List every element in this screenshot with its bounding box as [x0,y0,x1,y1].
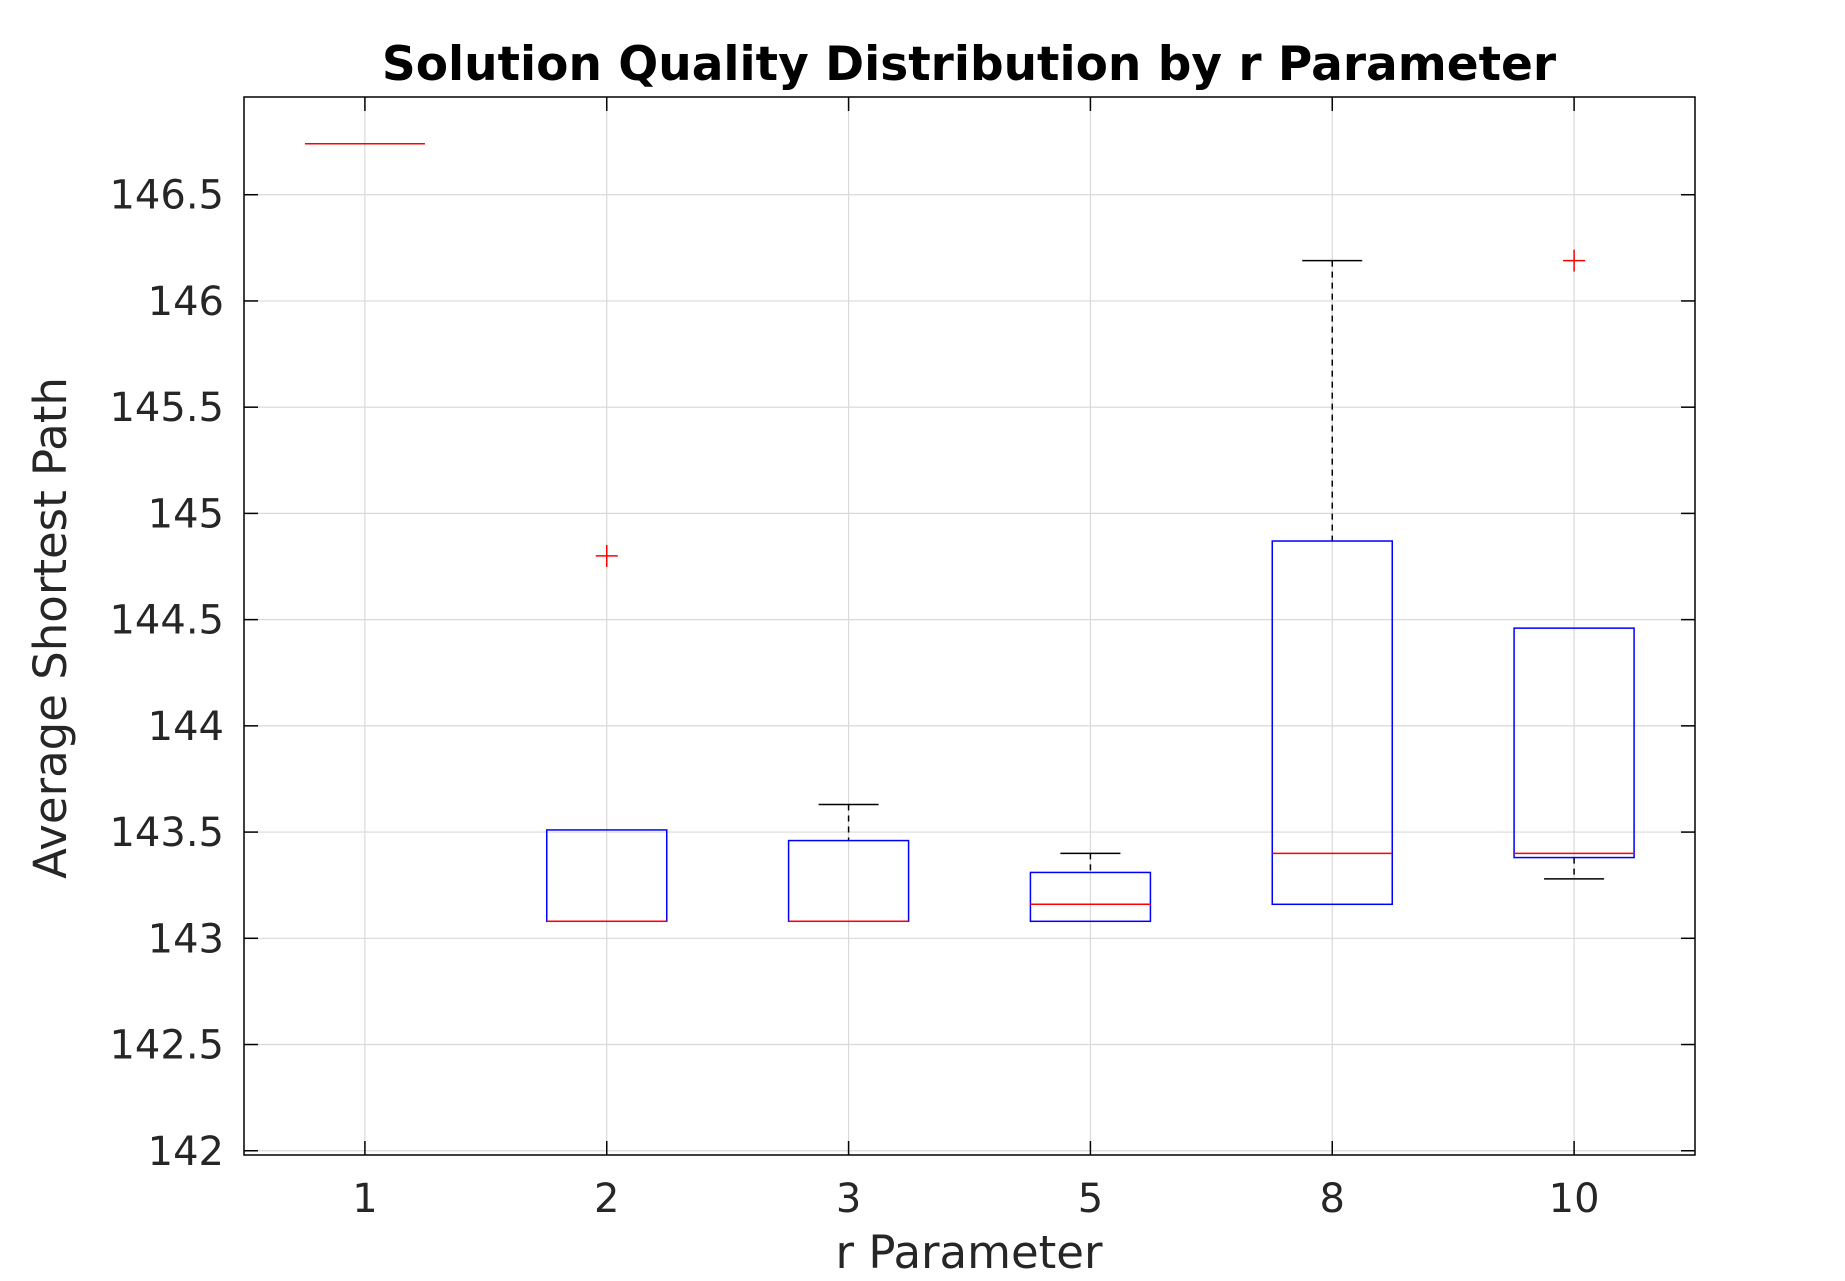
y-tick-label: 143 [148,916,224,962]
y-tick-label: 146 [148,279,224,325]
y-tick-label: 142 [148,1129,224,1175]
box-group-r-8 [1271,259,1393,906]
x-tick-label: 8 [1320,1176,1345,1222]
outlier-marker [1563,249,1586,272]
box-group-r-5 [1029,852,1152,923]
y-tick-layer: 142 142.5 143 143.5 144 144.5 145 145.5 146 146.5 [109,173,1695,1175]
plot-frame [243,96,1696,1156]
y-tick-label: 146.5 [109,173,224,219]
y-tick-label: 145 [148,491,224,537]
iqr-box [1513,627,1635,859]
x-tick-label: 2 [594,1176,619,1222]
y-tick-label: 144 [148,704,224,750]
y-tick-label: 143.5 [109,810,224,856]
box-group-r-2 [546,544,668,923]
x-tick-label: 1 [352,1176,377,1222]
x-axis-label: r Parameter [836,1226,1103,1279]
y-tick-label: 142.5 [109,1023,224,1069]
iqr-box [1029,871,1152,923]
outlier-marker [595,544,618,567]
y-tick-label: 145.5 [109,385,224,431]
x-tick-label: 10 [1549,1176,1600,1222]
x-tick-label: 3 [836,1176,861,1222]
box-layer [304,142,1635,923]
box-group-r-3 [787,803,910,923]
y-tick-label: 144.5 [109,598,224,644]
grid-layer [244,97,1695,1155]
chart-title: Solution Quality Distribution by r Param… [382,37,1557,92]
x-tick-label: 5 [1078,1176,1103,1222]
box-group-r-10 [1513,249,1635,880]
y-axis-label: Average Shortest Path [24,377,77,879]
iqr-box [1271,540,1393,906]
x-tick-layer: 1 2 3 5 8 10 [352,97,1600,1222]
